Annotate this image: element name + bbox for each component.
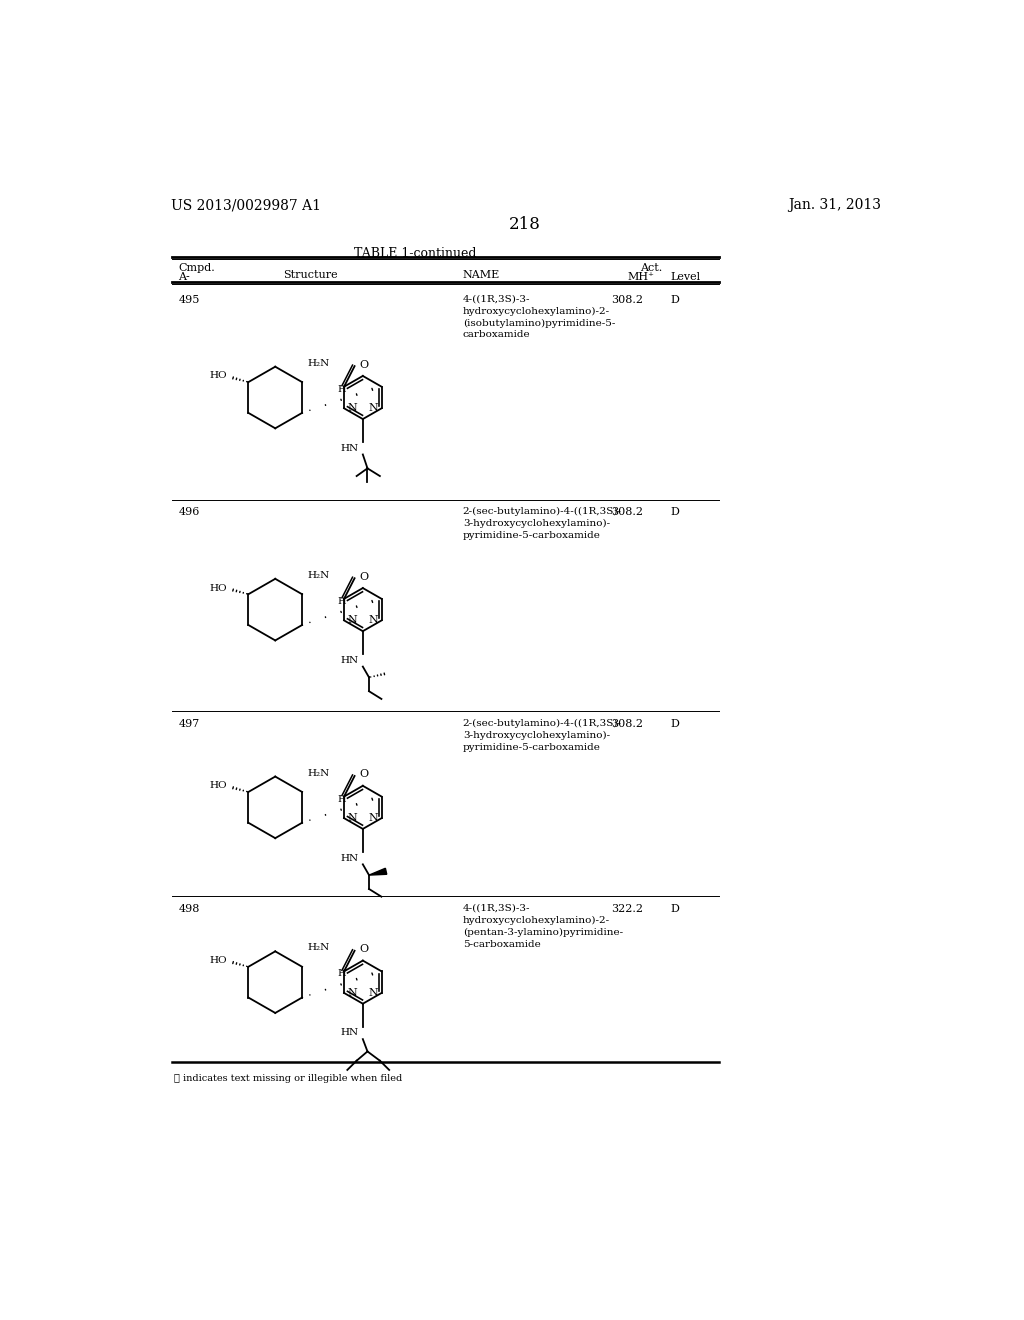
Text: HN: HN (341, 1028, 359, 1038)
Text: H: H (338, 597, 346, 606)
Text: 308.2: 308.2 (611, 719, 644, 729)
Text: 308.2: 308.2 (611, 507, 644, 517)
Text: Cmpd.: Cmpd. (178, 263, 215, 273)
Text: H: H (338, 795, 346, 804)
Text: ⓘ indicates text missing or illegible when filed: ⓘ indicates text missing or illegible wh… (174, 1074, 402, 1082)
Text: H₂N: H₂N (307, 768, 330, 777)
Text: 218: 218 (509, 216, 541, 234)
Text: MH⁺: MH⁺ (627, 272, 654, 281)
Text: HO: HO (209, 781, 226, 791)
Text: N: N (347, 615, 357, 626)
Text: HN: HN (341, 444, 359, 453)
Text: 498: 498 (178, 904, 200, 913)
Text: HN: HN (341, 656, 359, 665)
Text: N: N (369, 813, 379, 824)
Text: 4-((1R,3S)-3-
hydroxycyclohexylamino)-2-
(pentan-3-ylamino)pyrimidine-
5-carboxa: 4-((1R,3S)-3- hydroxycyclohexylamino)-2-… (463, 904, 623, 949)
Text: Structure: Structure (283, 271, 338, 280)
Text: N: N (369, 404, 379, 413)
Text: N: N (369, 615, 379, 626)
Text: 308.2: 308.2 (611, 294, 644, 305)
Text: TABLE 1-continued: TABLE 1-continued (353, 247, 476, 260)
Text: HO: HO (209, 956, 226, 965)
Text: 322.2: 322.2 (611, 904, 644, 913)
Text: D: D (671, 294, 679, 305)
Text: N: N (369, 987, 379, 998)
Text: HO: HO (209, 371, 226, 380)
Text: H₂N: H₂N (307, 572, 330, 579)
Text: O: O (359, 359, 369, 370)
Text: HN: HN (341, 854, 359, 862)
Text: A-: A- (178, 272, 190, 281)
Text: Level: Level (671, 272, 700, 281)
Text: O: O (359, 944, 369, 954)
Text: O: O (359, 572, 369, 582)
Text: D: D (671, 507, 679, 517)
Text: N: N (347, 404, 357, 413)
Text: H: H (338, 384, 346, 393)
Text: D: D (671, 719, 679, 729)
Text: H: H (338, 969, 346, 978)
Polygon shape (369, 869, 387, 875)
Text: O: O (359, 770, 369, 779)
Text: Act.: Act. (640, 263, 663, 273)
Text: HO: HO (209, 583, 226, 593)
Text: D: D (671, 904, 679, 913)
Text: US 2013/0029987 A1: US 2013/0029987 A1 (171, 198, 321, 213)
Text: 496: 496 (178, 507, 200, 517)
Text: 2-(sec-butylamino)-4-((1R,3S)-
3-hydroxycyclohexylamino)-
pyrimidine-5-carboxami: 2-(sec-butylamino)-4-((1R,3S)- 3-hydroxy… (463, 507, 622, 540)
Text: N: N (347, 813, 357, 824)
Text: NAME: NAME (463, 271, 500, 280)
Text: N: N (347, 987, 357, 998)
Text: H₂N: H₂N (307, 944, 330, 953)
Text: 495: 495 (178, 294, 200, 305)
Text: 4-((1R,3S)-3-
hydroxycyclohexylamino)-2-
(isobutylamino)pyrimidine-5-
carboxamid: 4-((1R,3S)-3- hydroxycyclohexylamino)-2-… (463, 294, 615, 339)
Text: Jan. 31, 2013: Jan. 31, 2013 (788, 198, 882, 213)
Text: 2-(sec-butylamino)-4-((1R,3S)-
3-hydroxycyclohexylamino)-
pyrimidine-5-carboxami: 2-(sec-butylamino)-4-((1R,3S)- 3-hydroxy… (463, 719, 622, 752)
Text: H₂N: H₂N (307, 359, 330, 368)
Text: 497: 497 (178, 719, 200, 729)
